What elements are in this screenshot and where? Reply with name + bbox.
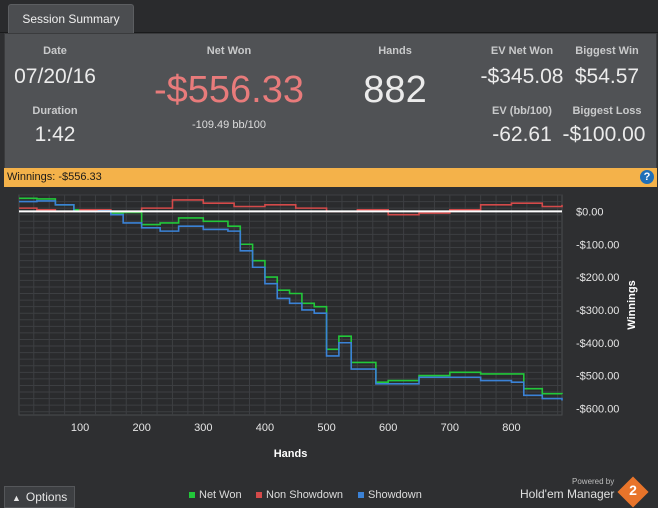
series-line-non-showdown bbox=[19, 199, 563, 216]
y-tick-label: -$100.00 bbox=[576, 239, 619, 251]
holdem-manager-logo-number: 2 bbox=[629, 482, 637, 498]
legend-item-non-showdown: Non Showdown bbox=[256, 489, 343, 501]
date-label: Date bbox=[43, 45, 67, 57]
y-tick-label: -$600.00 bbox=[576, 403, 619, 415]
help-icon[interactable]: ? bbox=[640, 170, 654, 184]
x-tick-label: 200 bbox=[132, 422, 150, 434]
duration-value: 1:42 bbox=[34, 123, 76, 146]
legend-label-non-showdown: Non Showdown bbox=[266, 489, 344, 501]
ev-bb100-value: -62.61 bbox=[492, 123, 552, 146]
y-axis-label: Winnings bbox=[626, 280, 638, 329]
y-tick-label: -$500.00 bbox=[576, 371, 619, 383]
hands-label: Hands bbox=[378, 45, 412, 57]
plot-area bbox=[18, 194, 563, 416]
x-tick-label: 100 bbox=[71, 422, 89, 434]
options-button[interactable]: ▲ Options bbox=[4, 486, 75, 508]
tab-bar: Session Summary bbox=[0, 0, 658, 33]
net-won-value: -$556.33 bbox=[153, 69, 304, 111]
x-axis-label: Hands bbox=[274, 448, 308, 460]
winnings-bar-label: Winnings: -$556.33 bbox=[7, 171, 102, 183]
legend-label-showdown: Showdown bbox=[368, 489, 422, 501]
biggest-loss-value: -$100.00 bbox=[562, 123, 646, 146]
legend-swatch-non-showdown bbox=[256, 492, 262, 499]
duration-label: Duration bbox=[32, 105, 78, 117]
chevron-up-icon: ▲ bbox=[12, 493, 21, 503]
ev-net-won-label: EV Net Won bbox=[490, 45, 554, 57]
y-tick-label: -$200.00 bbox=[576, 272, 619, 284]
x-tick-label: 700 bbox=[441, 422, 459, 434]
options-label: Options bbox=[25, 490, 68, 504]
legend-item-net-won: Net Won bbox=[189, 489, 242, 501]
tab-session-summary[interactable]: Session Summary bbox=[8, 4, 134, 33]
winnings-chart: $0.00 -$100.00 -$200.00 -$300.00 -$400.00 -$5… bbox=[4, 187, 657, 485]
biggest-win-label: Biggest Win bbox=[575, 45, 639, 57]
x-tick-label: 800 bbox=[502, 422, 520, 434]
net-won-label: Net Won bbox=[206, 45, 252, 57]
biggest-win-value: $54.57 bbox=[574, 65, 640, 88]
x-tick-label: 300 bbox=[194, 422, 212, 434]
winnings-chart-svg: $0.00 -$100.00 -$200.00 -$300.00 -$400.00 -$5… bbox=[18, 194, 638, 460]
biggest-loss-label: Biggest Loss bbox=[572, 105, 642, 117]
net-won-bb100: -109.49 bb/100 bbox=[191, 119, 266, 131]
ev-net-won-value: -$345.08 bbox=[480, 65, 564, 88]
ev-bb100-label: EV (bb/100) bbox=[492, 105, 552, 117]
y-tick-label: -$400.00 bbox=[576, 338, 619, 350]
hands-value: 882 bbox=[363, 69, 427, 111]
legend-item-showdown: Showdown bbox=[358, 489, 422, 501]
x-tick-label: 500 bbox=[317, 422, 335, 434]
powered-by-label: Powered by bbox=[572, 477, 615, 486]
legend-swatch-net-won bbox=[189, 492, 195, 499]
x-tick-label: 400 bbox=[256, 422, 274, 434]
x-tick-label: 600 bbox=[379, 422, 397, 434]
session-summary-panel: Date 07/20/16 Duration 1:42 Net Won -$55… bbox=[4, 33, 657, 169]
holdem-manager-logo-text: Hold'em Manager bbox=[520, 487, 615, 501]
y-tick-label: $0.00 bbox=[576, 206, 604, 218]
bottom-bar bbox=[0, 485, 658, 507]
winnings-bar: Winnings: -$556.33 ? bbox=[4, 168, 657, 187]
legend-label-net-won: Net Won bbox=[199, 489, 242, 501]
series-line-showdown bbox=[19, 200, 563, 401]
y-tick-label: -$300.00 bbox=[576, 305, 619, 317]
date-value: 07/20/16 bbox=[14, 65, 96, 88]
legend-swatch-showdown bbox=[358, 492, 364, 499]
